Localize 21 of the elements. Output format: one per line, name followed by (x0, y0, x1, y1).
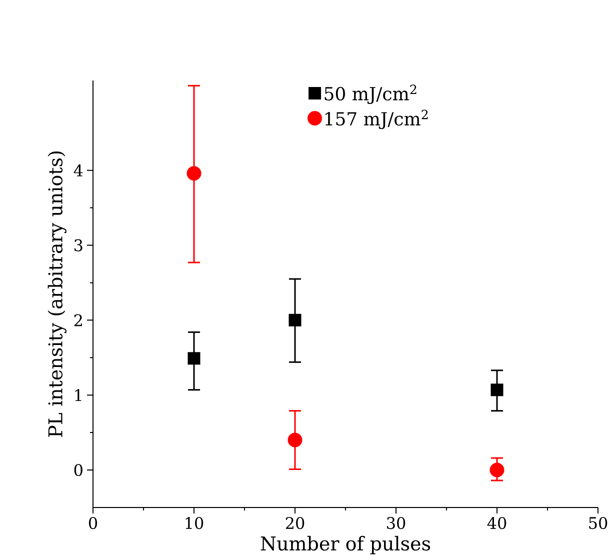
x-axis-title: Number of pulses (260, 536, 430, 554)
y-tick-label: 4 (74, 164, 83, 176)
x-tick-label: 20 (286, 516, 304, 530)
x-tick-label: 30 (387, 516, 406, 530)
y-axis-title: PL intensity (arbitrary uniots) (48, 152, 66, 437)
y-tick-label: 3 (74, 239, 82, 252)
x-tick-label: 10 (186, 516, 204, 530)
point (490, 462, 504, 478)
point (490, 384, 504, 396)
point (188, 352, 200, 365)
legend-label: 50 mJ/cm$^{2}$ (324, 84, 416, 104)
y-tick-label: 1 (75, 389, 82, 402)
y-tick-label: 2 (74, 314, 82, 326)
x-tick-label: 50 (589, 516, 608, 530)
x-tick-label: 40 (487, 516, 506, 530)
x-tick-label: 0 (88, 516, 98, 530)
legend-label: 157 mJ/cm$^{2}$ (325, 110, 428, 130)
point (288, 314, 302, 326)
y-tick-label: 0 (74, 464, 82, 476)
point (186, 166, 202, 181)
point (288, 432, 302, 448)
